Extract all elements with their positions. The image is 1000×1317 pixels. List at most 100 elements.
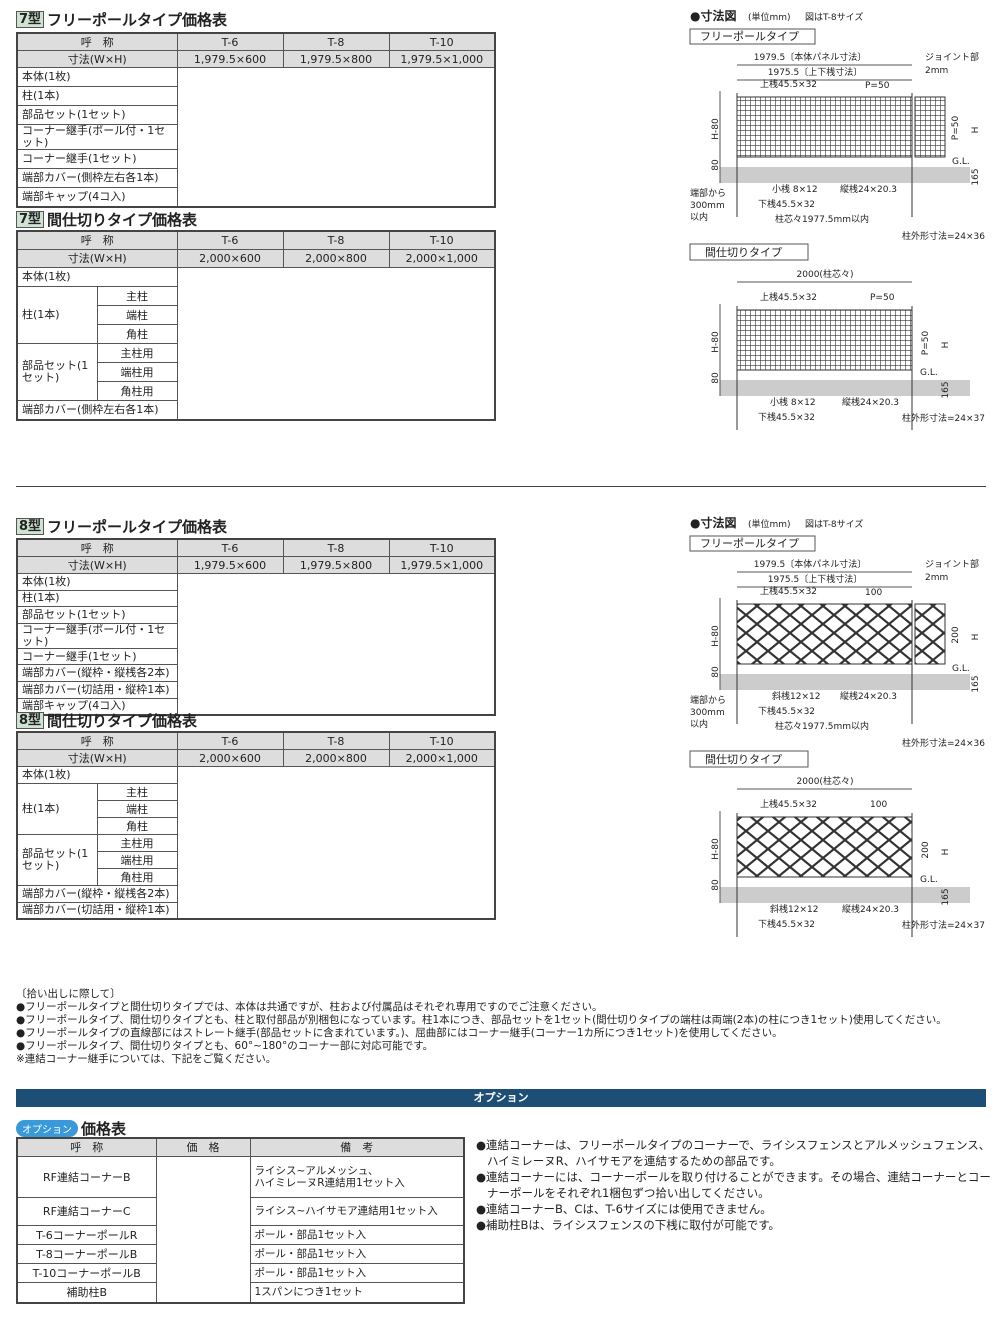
size-column-header: T-10 [388, 538, 496, 557]
name-header: 呼 称 [16, 538, 178, 557]
table-row: 端部カバー(側枠左右各1本) [16, 168, 495, 188]
dimension-label: G.L. [920, 368, 938, 378]
dimension-value: 2,000×1,000 [388, 248, 496, 268]
dimension-label: 下桟45.5×32 [758, 918, 815, 930]
dimension-value: 1,979.5×800 [282, 50, 390, 68]
table-row: 本体(1枚) [16, 67, 496, 207]
dimension-label: 下桟45.5×32 [758, 411, 815, 423]
dimension-label: 上桟45.5×32 [760, 78, 817, 90]
name-header: 呼 称 [16, 731, 178, 750]
fence-panel-next [914, 96, 946, 158]
dimension-label: H-80 [711, 331, 721, 353]
dimension-label: H-80 [711, 118, 721, 140]
row-label: コーナー継手(ポール付・1セット) [16, 124, 178, 150]
fence-panel [736, 309, 913, 371]
dimension-label: H-80 [711, 838, 721, 860]
dimension-label: (単位mm) [748, 518, 791, 530]
option-remark: ポール・部品1セット入 [249, 1224, 465, 1245]
dimension-value: 1,979.5×600 [176, 556, 284, 574]
option-remark: 1スパンにつき1セット [249, 1281, 465, 1304]
dimension-value: 1,979.5×1,000 [388, 556, 496, 574]
row-label: コーナー継手(1セット) [16, 647, 178, 666]
dimension-value: 2,000×600 [176, 248, 284, 268]
row-label: 端部カバー(切詰用・縦枠1本) [16, 901, 178, 920]
dimension-label: 間仕切りタイプ [705, 246, 782, 259]
dimension-label: G.L. [952, 664, 970, 674]
table-row: 柱(1本) 主柱 [16, 782, 495, 835]
note-line: ※連結コーナー継手については、下記をご覧ください。 [16, 1053, 277, 1065]
table-row: 端部キャップ(4コ入) [16, 697, 495, 716]
dimension-label: 端部から [690, 694, 726, 706]
note-line: 〔拾い出しに際して〕 [16, 988, 121, 1000]
note-line: ●フリーポールタイプの直線部にはストレート継手(部品セットに含まれています。)、… [16, 1027, 783, 1039]
free-pole-type-label-box [689, 535, 816, 552]
option-note: ●連結コーナーは、フリーポールタイプのコーナーで、ライシスフェンスとアルメッシュ… [476, 1138, 991, 1168]
size-column-header: T-10 [388, 731, 496, 750]
row-label: コーナー継手(ポール付・1セット) [16, 622, 178, 649]
row-label: 端部カバー(側枠左右各1本) [16, 400, 178, 421]
dimension-label: G.L. [952, 157, 970, 167]
row-sublabel: 端柱 [96, 799, 178, 818]
row-label: 本体(1枚) [16, 573, 178, 591]
dimension-label: フリーポールタイプ [700, 30, 799, 43]
dimension-label: 200 [951, 626, 961, 643]
dimension-label: 165 [971, 168, 981, 185]
row-label: 端部カバー(縦枠・縦桟各2本) [16, 884, 178, 903]
dimension-label: 2mm [925, 66, 948, 76]
row-label: 部品セット(1セット) [16, 105, 178, 125]
size-column-header: T-6 [176, 32, 284, 51]
table-title: 8型 間仕切りタイプ価格表 [16, 710, 197, 731]
dimension-label: 上桟45.5×32 [760, 585, 817, 597]
dimension-label: 下桟45.5×32 [758, 198, 815, 210]
table-row: RF連結コーナーC ライシス~ハイサモア連結用1セット入 [16, 1196, 465, 1226]
type-badge: 8型 [16, 712, 45, 729]
option-note: ●補助柱Bは、ライシスフェンスの下桟に取付が可能です。 [476, 1218, 781, 1232]
dimension-label: H [941, 849, 951, 856]
dimension-label: 縦桟24×20.3 [842, 903, 899, 915]
dimension-label: 以内 [690, 211, 708, 223]
table-row: 角柱用 [17, 867, 495, 886]
dimension-label: 1979.5〔本体パネル寸法〕 [754, 51, 867, 63]
dimension-label: 柱外形寸法=24×37 [902, 919, 985, 931]
type-badge: 8型 [16, 518, 45, 535]
option-title-text: 価格表 [81, 1120, 127, 1138]
table-row: T-6コーナーポールR ポール・部品1セット入 [16, 1224, 465, 1245]
table-title-text: フリーポールタイプ価格表 [47, 518, 228, 536]
dimension-label: 2000(柱芯々) [797, 268, 854, 280]
option-note: ●連結コーナーには、コーナーポールを取り付けることができます。その場合、連結コー… [476, 1170, 991, 1200]
price-table: 呼 称 T-6 T-8 T-10 寸法(W×H) 2,000×600 2,000×800 2,… [16, 230, 496, 421]
option-remark: ライシス~アルメッシュ、 ハイミレーヌR連結用1セット入 [249, 1155, 465, 1198]
row-label: 柱(1本) [16, 782, 98, 835]
dimension-label: 1975.5〔上下桟寸法〕 [768, 573, 863, 585]
row-label: 端部キャップ(4コ入) [16, 187, 178, 207]
dimension-label: 1979.5〔本体パネル寸法〕 [754, 558, 867, 570]
row-label: 部品セット(1セット) [16, 342, 98, 402]
dimension-label: G.L. [920, 875, 938, 885]
option-note: ●連結コーナーB、Cは、T-6サイズには使用できません。 [476, 1202, 772, 1216]
dimension-value: 2,000×800 [282, 749, 390, 767]
option-header: 呼 称 [16, 1137, 157, 1157]
table-row: コーナー継手(1セット) [16, 149, 495, 169]
option-name: T-8コーナーポールB [16, 1243, 157, 1264]
row-sublabel: 角柱 [96, 323, 178, 344]
picking-notes: 〔拾い出しに際して〕 ●フリーポールタイプと間仕切りタイプでは、本体は共通ですが、… [16, 988, 947, 1066]
price-table: 呼 称 T-6 T-8 T-10 寸法(W×H) 2,000×600 2,000×800 2,… [16, 731, 496, 920]
dimension-label: 165 [971, 675, 981, 692]
dimension-label: P=50 [865, 81, 890, 91]
dimension-label: ジョイント部 [925, 558, 979, 570]
fence-panel [736, 603, 913, 665]
dimension-label: 165 [941, 888, 951, 905]
table-row: 補助柱B 1スパンにつき1セット [16, 1281, 465, 1304]
dimension-label: 上桟45.5×32 [760, 291, 817, 303]
size-column-header: T-6 [176, 731, 284, 750]
dimension-label: 小桟 8×12 [772, 183, 818, 195]
dimension-label: 165 [941, 381, 951, 398]
table-row: 端部カバー(切詰用・縦枠1本) [16, 901, 495, 920]
dimension-label: フリーポールタイプ [700, 537, 799, 550]
dimension-label: 80 [711, 372, 721, 384]
dimension-label: ジョイント部 [925, 51, 979, 63]
size-column-header: T-8 [282, 230, 390, 250]
dimension-label: 80 [711, 159, 721, 171]
dimension-label: P=50 [951, 116, 961, 141]
ground-band [720, 167, 970, 183]
